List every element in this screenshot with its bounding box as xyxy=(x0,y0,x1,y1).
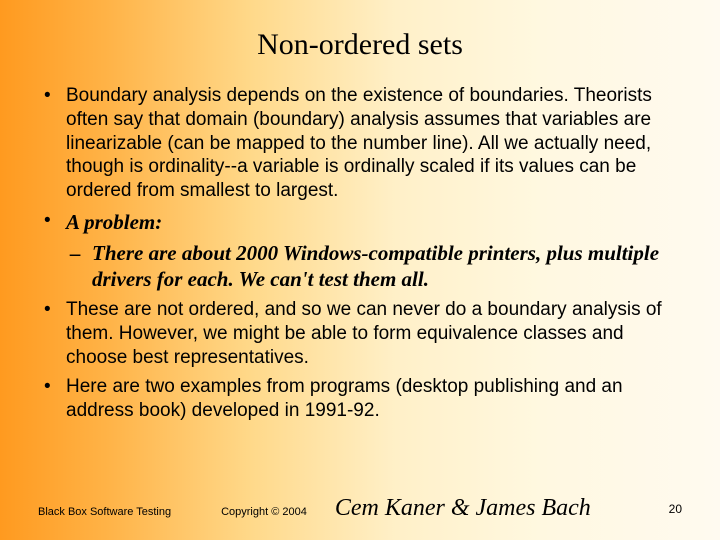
footer-authors: Cem Kaner & James Bach xyxy=(335,495,591,522)
slide-footer: Black Box Software Testing Copyright © 2… xyxy=(38,495,682,522)
bullet-item: Here are two examples from programs (des… xyxy=(38,375,682,423)
footer-page-number: 20 xyxy=(669,502,682,516)
bullet-item: Boundary analysis depends on the existen… xyxy=(38,84,682,203)
bullet-item: These are not ordered, and so we can nev… xyxy=(38,298,682,369)
sub-bullet-list: There are about 2000 Windows-compatible … xyxy=(66,240,682,293)
footer-course-name: Black Box Software Testing xyxy=(38,506,171,518)
problem-label: A problem: xyxy=(66,210,162,234)
slide: Non-ordered sets Boundary analysis depen… xyxy=(0,0,720,540)
sub-bullet-item: There are about 2000 Windows-compatible … xyxy=(66,240,682,293)
bullet-list: Boundary analysis depends on the existen… xyxy=(38,84,682,423)
slide-title: Non-ordered sets xyxy=(38,28,682,62)
footer-copyright: Copyright © 2004 xyxy=(221,506,307,518)
bullet-item-problem: A problem: There are about 2000 Windows-… xyxy=(38,209,682,292)
